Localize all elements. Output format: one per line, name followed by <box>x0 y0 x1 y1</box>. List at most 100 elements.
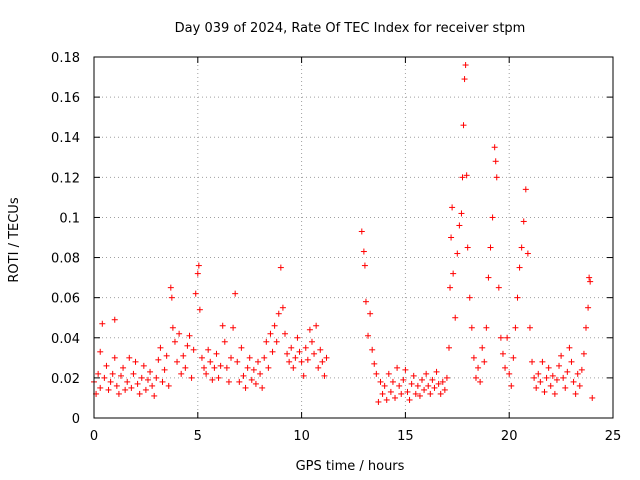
data-point <box>512 324 519 331</box>
data-point <box>437 390 444 397</box>
data-point <box>122 386 129 393</box>
data-point <box>468 324 475 331</box>
y-tick-label: 0.12 <box>51 171 80 186</box>
data-point <box>551 390 558 397</box>
data-point <box>132 358 139 365</box>
data-point <box>124 378 131 385</box>
data-point <box>323 354 330 361</box>
data-point <box>315 364 322 371</box>
plot-frame <box>93 56 614 419</box>
data-point <box>493 174 500 181</box>
data-point <box>128 384 135 391</box>
data-point <box>232 290 239 297</box>
data-point <box>587 278 594 285</box>
y-tick-label: 0 <box>72 412 80 427</box>
data-point <box>101 374 108 381</box>
data-point <box>450 270 457 277</box>
y-tick-labels: 0 0.02 0.04 0.06 0.08 0.1 0.12 0.14 0.16 0.18 <box>51 51 80 427</box>
data-point <box>568 358 575 365</box>
data-point <box>459 174 466 181</box>
data-point <box>510 354 517 361</box>
data-point <box>246 354 253 361</box>
data-point <box>273 338 280 345</box>
data-point <box>194 270 201 277</box>
data-point <box>425 382 432 389</box>
data-point <box>257 370 264 377</box>
data-point <box>406 396 413 403</box>
x-tick-label: 10 <box>293 429 310 444</box>
data-point <box>302 344 309 351</box>
data-point <box>454 250 461 257</box>
data-point <box>414 382 421 389</box>
data-point <box>213 350 220 357</box>
data-point <box>502 364 509 371</box>
data-point <box>506 370 513 377</box>
data-point <box>492 158 499 165</box>
y-tick-label: 0.14 <box>51 131 80 146</box>
data-point <box>203 370 210 377</box>
data-point <box>304 356 311 363</box>
y-tick-label: 0.18 <box>51 51 80 66</box>
data-point <box>576 382 583 389</box>
data-point <box>400 376 407 383</box>
data-point <box>234 358 241 365</box>
data-point <box>288 344 295 351</box>
data-point <box>526 324 533 331</box>
data-point <box>113 382 120 389</box>
data-point <box>543 374 550 381</box>
data-point <box>477 378 484 385</box>
data-point <box>421 386 428 393</box>
data-point <box>439 378 446 385</box>
data-point <box>144 376 151 383</box>
data-point <box>277 264 284 271</box>
data-point <box>580 350 587 357</box>
data-point <box>522 186 529 193</box>
data-point <box>298 358 305 365</box>
data-point <box>252 380 259 387</box>
data-point <box>560 374 567 381</box>
data-point <box>508 382 515 389</box>
data-point <box>184 342 191 349</box>
data-point <box>192 290 199 297</box>
data-point <box>524 250 531 257</box>
data-point <box>259 384 266 391</box>
data-point <box>195 262 202 269</box>
data-point <box>472 374 479 381</box>
data-point <box>219 322 226 329</box>
data-point <box>267 330 274 337</box>
data-point <box>362 298 369 305</box>
data-point <box>97 348 104 355</box>
data-point <box>221 338 228 345</box>
x-tick-label: 15 <box>397 429 414 444</box>
data-point <box>479 344 486 351</box>
data-point <box>292 354 299 361</box>
data-point <box>136 390 143 397</box>
data-point <box>385 370 392 377</box>
data-point <box>516 264 523 271</box>
data-point <box>529 358 536 365</box>
data-points <box>91 62 596 405</box>
data-point <box>230 324 237 331</box>
data-point <box>489 214 496 221</box>
data-point <box>244 364 251 371</box>
data-point <box>169 324 176 331</box>
data-point <box>157 344 164 351</box>
data-point <box>250 366 257 373</box>
data-point <box>583 324 590 331</box>
data-point <box>443 374 450 381</box>
data-point <box>319 358 326 365</box>
data-point <box>161 366 168 373</box>
data-point <box>115 390 122 397</box>
data-point <box>556 362 563 369</box>
data-point <box>107 378 114 385</box>
data-point <box>553 376 560 383</box>
data-point <box>404 388 411 395</box>
x-tick-labels: 0 5 10 15 20 25 <box>90 429 621 444</box>
data-point <box>373 370 380 377</box>
data-point <box>294 334 301 341</box>
data-point <box>198 354 205 361</box>
data-point <box>130 370 137 377</box>
data-point <box>242 384 249 391</box>
data-point <box>240 372 247 379</box>
data-point <box>306 326 313 333</box>
